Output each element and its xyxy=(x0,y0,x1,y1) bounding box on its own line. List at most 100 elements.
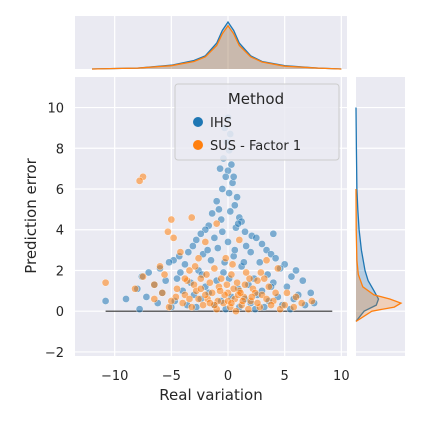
point-ihs xyxy=(165,258,173,267)
point-sus xyxy=(289,303,298,311)
marginal-y-area-sus xyxy=(356,189,401,322)
x-tick-label: 10 xyxy=(333,369,350,384)
x-tick-label: −10 xyxy=(101,369,128,384)
point-sus xyxy=(178,299,187,307)
point-sus xyxy=(135,177,144,185)
point-ihs xyxy=(181,260,189,269)
point-ihs xyxy=(225,189,233,197)
point-sus xyxy=(223,280,231,289)
marginal-y-area-ihs xyxy=(356,107,379,322)
point-ihs xyxy=(218,185,227,193)
point-ihs xyxy=(240,258,248,267)
point-ihs xyxy=(292,266,300,275)
point-sus xyxy=(167,297,176,305)
point-ihs xyxy=(184,248,193,256)
point-ihs xyxy=(221,172,230,181)
point-sus xyxy=(229,284,238,293)
legend-label-sus: SUS - Factor 1 xyxy=(210,139,301,154)
point-ihs xyxy=(242,242,250,250)
point-ihs xyxy=(215,205,223,214)
point-ihs xyxy=(101,297,110,305)
point-ihs xyxy=(196,229,205,238)
point-ihs xyxy=(135,305,144,314)
point-ihs xyxy=(255,258,264,267)
point-ihs xyxy=(212,197,221,206)
point-sus xyxy=(292,293,300,301)
point-sus xyxy=(206,278,214,287)
point-sus xyxy=(262,295,271,303)
point-sus xyxy=(271,289,280,297)
legend: Method IHS SUS - Factor 1 xyxy=(174,83,340,161)
point-ihs xyxy=(230,246,239,254)
point-ihs xyxy=(226,207,235,216)
point-sus xyxy=(194,295,203,303)
point-ihs xyxy=(210,234,219,242)
point-sus xyxy=(169,234,178,242)
point-sus xyxy=(176,248,185,256)
y-tick-label: 10 xyxy=(47,102,64,117)
point-sus xyxy=(283,289,291,297)
point-ihs xyxy=(142,293,151,301)
point-sus xyxy=(236,289,245,297)
marginal-y-curve-sus xyxy=(355,188,403,322)
point-sus xyxy=(227,299,236,307)
point-sus xyxy=(227,270,236,279)
point-sus xyxy=(164,227,172,236)
point-sus xyxy=(260,274,269,283)
point-sus xyxy=(158,289,167,297)
point-ihs xyxy=(298,276,307,285)
point-sus xyxy=(274,264,282,273)
point-sus xyxy=(196,274,205,283)
x-tick-label: −5 xyxy=(162,369,181,384)
point-sus xyxy=(185,266,194,275)
legend-title: Method xyxy=(228,90,284,108)
point-ihs xyxy=(216,164,224,173)
point-sus xyxy=(280,301,289,309)
point-ihs xyxy=(241,227,249,236)
point-sus xyxy=(212,219,221,228)
y-tick-label: 2 xyxy=(56,264,64,279)
point-ihs xyxy=(306,289,315,297)
point-sus xyxy=(101,278,110,287)
point-ihs xyxy=(173,274,181,283)
point-sus xyxy=(187,213,196,222)
point-sus xyxy=(233,278,241,287)
point-sus xyxy=(267,301,275,309)
point-ihs xyxy=(224,238,232,246)
point-ihs xyxy=(234,219,243,228)
point-sus xyxy=(253,299,262,307)
y-tick-label: 0 xyxy=(56,305,64,320)
marginal-y-curve-ihs xyxy=(355,107,380,322)
point-sus xyxy=(131,284,139,293)
point-sus xyxy=(150,280,159,289)
point-sus xyxy=(206,299,214,307)
point-sus xyxy=(194,254,203,263)
marginal-x-panel xyxy=(75,16,347,69)
legend-marker-ihs xyxy=(193,117,203,127)
point-sus xyxy=(202,270,211,279)
point-sus xyxy=(262,256,271,265)
point-ihs xyxy=(269,229,278,238)
point-sus xyxy=(210,264,219,273)
point-sus xyxy=(241,280,249,289)
point-sus xyxy=(150,295,159,303)
point-sus xyxy=(217,274,226,283)
point-sus xyxy=(297,299,306,307)
point-sus xyxy=(199,301,207,309)
point-ihs xyxy=(213,244,222,252)
point-sus xyxy=(257,268,265,277)
point-sus xyxy=(242,268,250,277)
y-axis-label: Prediction error xyxy=(22,157,40,273)
point-sus xyxy=(216,286,224,295)
point-ihs xyxy=(218,227,227,236)
point-sus xyxy=(181,274,189,283)
point-ihs xyxy=(271,254,280,263)
point-ihs xyxy=(192,236,201,244)
marginal-x-curve-sus xyxy=(91,24,342,70)
point-sus xyxy=(245,274,254,283)
legend-box xyxy=(174,83,340,161)
point-ihs xyxy=(227,160,236,169)
point-ihs xyxy=(207,256,215,265)
point-ihs xyxy=(287,272,296,281)
point-sus xyxy=(208,289,216,297)
